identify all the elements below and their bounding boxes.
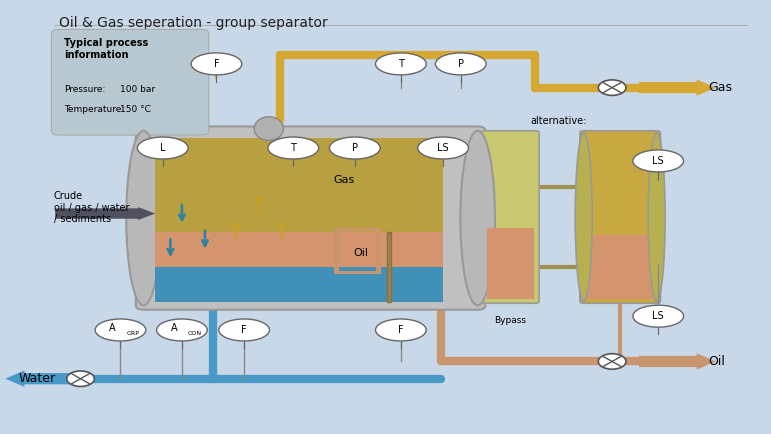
Bar: [155, 138, 443, 236]
Ellipse shape: [633, 150, 684, 172]
Text: F: F: [241, 325, 247, 335]
Text: F: F: [214, 59, 219, 69]
Text: alternative:: alternative:: [530, 116, 586, 126]
FancyBboxPatch shape: [580, 131, 661, 303]
Bar: [487, 228, 534, 299]
Text: Bypass: Bypass: [494, 316, 527, 325]
Ellipse shape: [329, 137, 380, 159]
Text: Oil: Oil: [708, 355, 725, 368]
Ellipse shape: [418, 137, 469, 159]
Text: Typical process
information: Typical process information: [65, 38, 149, 59]
Text: Oil: Oil: [353, 248, 369, 258]
Ellipse shape: [460, 131, 495, 306]
Circle shape: [598, 80, 626, 95]
Ellipse shape: [219, 319, 270, 341]
Text: F: F: [398, 325, 404, 335]
Text: T: T: [398, 59, 404, 69]
Text: Pressure:: Pressure:: [65, 85, 106, 95]
FancyArrow shape: [639, 79, 715, 96]
Ellipse shape: [137, 137, 188, 159]
Bar: [334, 228, 381, 231]
Text: Oil & Gas seperation - group separator: Oil & Gas seperation - group separator: [59, 16, 328, 30]
Bar: [155, 232, 443, 270]
Text: LS: LS: [652, 156, 664, 166]
Ellipse shape: [254, 117, 284, 141]
Ellipse shape: [648, 133, 665, 301]
Circle shape: [66, 371, 94, 386]
Text: Gas: Gas: [708, 81, 732, 94]
Circle shape: [598, 354, 626, 369]
FancyBboxPatch shape: [482, 131, 539, 303]
Bar: [585, 235, 655, 299]
Text: Water: Water: [19, 372, 56, 385]
Text: L: L: [160, 143, 166, 153]
FancyBboxPatch shape: [52, 30, 209, 135]
Text: Gas: Gas: [333, 174, 355, 184]
Ellipse shape: [191, 53, 242, 75]
FancyArrow shape: [5, 371, 74, 387]
Ellipse shape: [375, 319, 426, 341]
FancyBboxPatch shape: [136, 126, 486, 310]
Text: T: T: [291, 143, 296, 153]
Ellipse shape: [126, 131, 161, 306]
Ellipse shape: [268, 137, 318, 159]
Bar: [376, 231, 381, 274]
Text: 150 °C: 150 °C: [120, 105, 151, 114]
Text: LS: LS: [652, 311, 664, 321]
FancyArrow shape: [639, 353, 715, 370]
Text: A: A: [170, 323, 177, 333]
Bar: [388, 232, 392, 302]
Text: ORP: ORP: [126, 331, 140, 336]
Ellipse shape: [575, 133, 592, 301]
Ellipse shape: [375, 53, 426, 75]
Text: Crude
oil / gas / water
/ sediments: Crude oil / gas / water / sediments: [54, 191, 129, 224]
Bar: [155, 267, 443, 302]
Text: A: A: [109, 323, 116, 333]
Text: LS: LS: [437, 143, 449, 153]
Text: Temperature:: Temperature:: [65, 105, 125, 114]
Text: P: P: [352, 143, 358, 153]
Text: 100 bar: 100 bar: [120, 85, 156, 95]
Ellipse shape: [436, 53, 487, 75]
Ellipse shape: [157, 319, 207, 341]
Text: CON: CON: [187, 331, 202, 336]
Bar: [334, 271, 381, 274]
Text: P: P: [458, 59, 464, 69]
Ellipse shape: [633, 305, 684, 327]
Ellipse shape: [95, 319, 146, 341]
FancyArrow shape: [56, 207, 155, 220]
Bar: [334, 231, 338, 274]
